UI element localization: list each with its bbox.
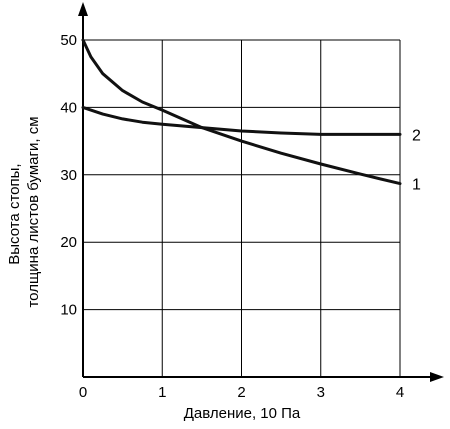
x-tick-label: 4: [396, 384, 404, 401]
series-label-2: 2: [412, 127, 421, 144]
series-line-1: [81, 38, 402, 186]
series-line-2: [81, 105, 402, 136]
series-labels: 12: [412, 127, 421, 193]
y-tick-label: 50: [60, 32, 77, 49]
x-axis-arrow: [430, 372, 444, 382]
x-tick-label: 1: [158, 384, 166, 401]
y-tick-label: 10: [60, 302, 77, 319]
tick-labels: 0 1 2 3 4 10 20 30 40 50: [60, 32, 404, 401]
y-tick-label: 40: [60, 99, 77, 116]
y-axis-label-line-1: Высота стопы,: [6, 163, 23, 264]
y-tick-label: 30: [60, 167, 77, 184]
y-tick-label: 20: [60, 234, 77, 251]
x-tick-label: 3: [317, 384, 325, 401]
y-axis-label-line-2: толщина листов бумаги, см: [25, 116, 42, 307]
y-axis-arrow: [78, 2, 88, 16]
y-axis-label: Высота стопы, толщина листов бумаги, см: [6, 116, 42, 307]
series-label-1: 1: [412, 177, 421, 194]
x-axis-label: Давление, 10 Па: [184, 405, 301, 422]
x-tick-label: 2: [237, 384, 245, 401]
grid: [83, 39, 401, 377]
axes: [78, 2, 444, 382]
x-tick-label: 0: [79, 384, 87, 401]
series-lines: [81, 38, 402, 186]
